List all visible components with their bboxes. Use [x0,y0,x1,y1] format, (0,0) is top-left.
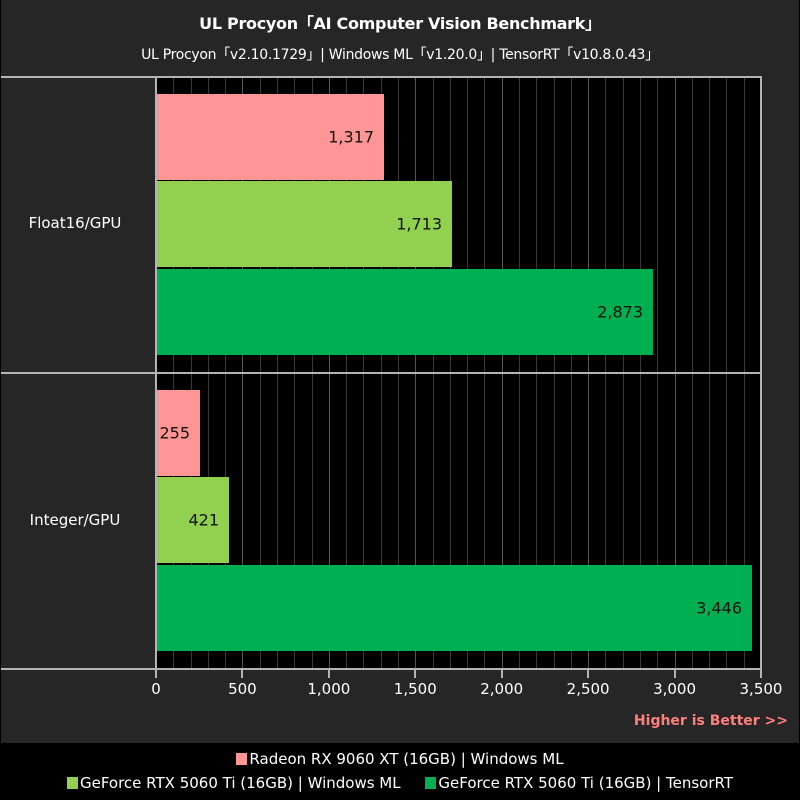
bar: 1,317 [156,94,384,180]
plot-right-border [760,77,762,677]
y-axis-line [155,77,157,677]
bar: 1,713 [156,181,452,267]
x-tick-label: 1,500 [393,680,437,698]
x-tick-label: 1,000 [307,680,351,698]
x-tick-label: 500 [228,680,257,698]
x-tick-label: 0 [151,680,161,698]
legend-row-1: Radeon RX 9060 XT (16GB) | Windows ML [0,750,800,768]
x-tick [587,669,590,678]
chart-subtitle: UL Procyon「v2.10.1729」| Windows ML「v1.20… [141,47,659,63]
bar: 3,446 [156,565,752,651]
x-tick [500,669,503,678]
x-tick-label: 3,500 [739,680,783,698]
x-tick [241,669,244,678]
bar-value-label: 421 [188,510,219,530]
x-tick [155,669,157,678]
legend-swatch [425,777,437,789]
x-tick [673,669,676,678]
bar-value-label: 1,317 [328,127,374,147]
category-label-float16: Float16/GPU [28,214,122,232]
x-tick [760,669,762,678]
legend-row-2: GeForce RTX 5060 Ti (16GB) | Windows ML … [0,774,800,792]
bar: 255 [156,390,200,476]
category-label-integer: Integer/GPU [29,511,121,529]
bar-value-label: 1,713 [396,214,442,234]
legend-item-geforce-windowsml: GeForce RTX 5060 Ti (16GB) | Windows ML [66,774,401,792]
plot-top-border [1,76,762,78]
group-separator [1,372,762,374]
bar: 421 [156,477,229,563]
bar-value-label: 255 [159,423,190,443]
higher-is-better-note: Higher is Better >> [633,713,788,729]
chart-title: UL Procyon「AI Computer Vision Benchmark」 [199,14,601,33]
legend-swatch [236,753,248,765]
bar-value-label: 3,446 [696,598,742,618]
x-tick-label: 2,500 [566,680,610,698]
legend-swatch [66,777,78,789]
bar-value-label: 2,873 [597,302,643,322]
x-axis-line [1,668,762,670]
bar: 2,873 [156,269,653,355]
x-tick-label: 3,000 [653,680,697,698]
x-tick-label: 2,000 [480,680,524,698]
x-tick [414,669,417,678]
x-tick [327,669,330,678]
legend-item-geforce-tensorrt: GeForce RTX 5060 Ti (16GB) | TensorRT [425,774,733,792]
legend-item-radeon-windowsml: Radeon RX 9060 XT (16GB) | Windows ML [236,750,564,768]
